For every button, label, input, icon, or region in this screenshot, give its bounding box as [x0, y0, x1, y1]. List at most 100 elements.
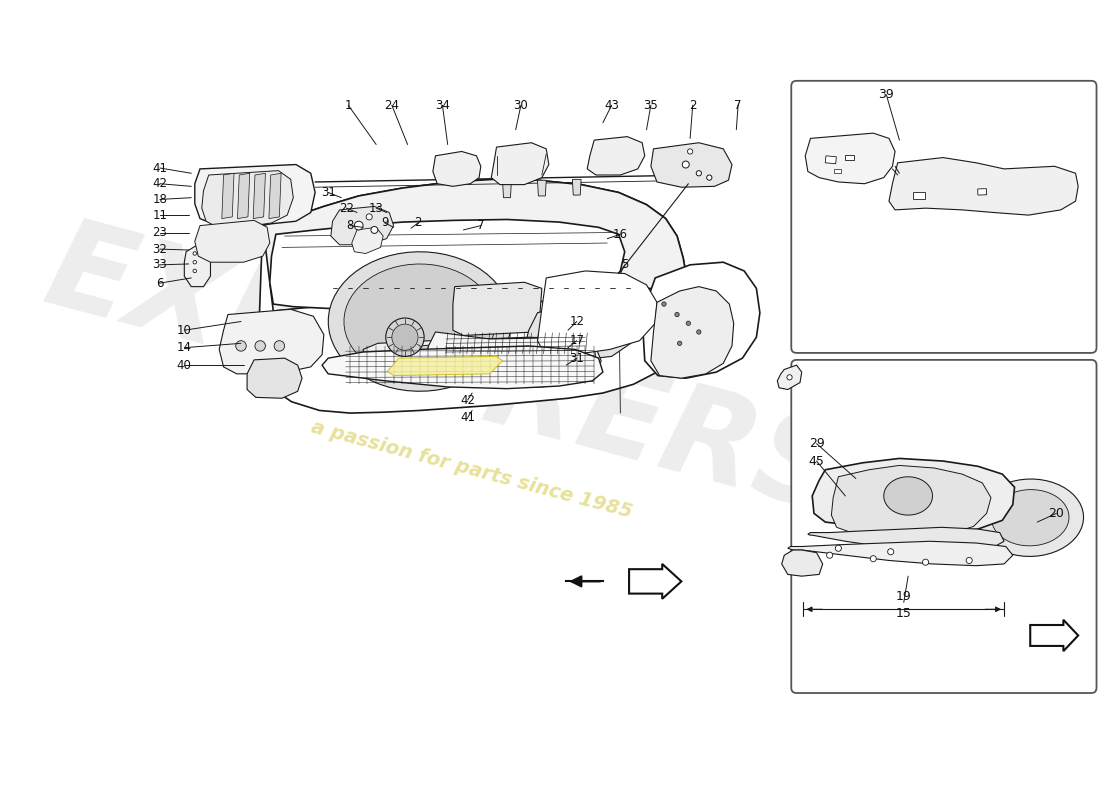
Text: 16: 16 [613, 228, 628, 241]
Text: 7: 7 [735, 98, 741, 112]
Polygon shape [195, 165, 315, 226]
Bar [913, 191, 925, 199]
Text: 24: 24 [384, 98, 399, 112]
Circle shape [675, 312, 679, 317]
Circle shape [835, 546, 842, 551]
Text: 15: 15 [895, 607, 912, 620]
Text: 39: 39 [879, 88, 894, 102]
Bar [846, 155, 854, 160]
Polygon shape [185, 242, 210, 286]
Text: 29: 29 [808, 437, 824, 450]
FancyBboxPatch shape [791, 81, 1097, 353]
Polygon shape [322, 346, 603, 389]
Text: 11: 11 [153, 209, 167, 222]
Circle shape [706, 175, 712, 180]
Text: 41: 41 [460, 411, 475, 424]
Polygon shape [651, 286, 734, 378]
Polygon shape [807, 527, 1004, 552]
Text: 18: 18 [153, 193, 167, 206]
Text: a passion for parts since 1985: a passion for parts since 1985 [309, 418, 635, 522]
Circle shape [888, 549, 894, 554]
Polygon shape [788, 542, 1013, 566]
Circle shape [923, 559, 928, 566]
Text: 22: 22 [339, 202, 354, 214]
Polygon shape [344, 264, 496, 379]
Polygon shape [222, 174, 234, 218]
Polygon shape [492, 142, 549, 185]
Polygon shape [651, 142, 732, 187]
Circle shape [192, 252, 197, 255]
Text: 32: 32 [153, 242, 167, 256]
Text: 2: 2 [415, 217, 421, 230]
Polygon shape [201, 170, 294, 227]
Circle shape [688, 149, 693, 154]
Circle shape [696, 330, 701, 334]
Text: 40: 40 [177, 358, 191, 372]
Circle shape [366, 214, 372, 220]
Text: 5: 5 [621, 258, 628, 271]
Bar [978, 189, 987, 195]
Polygon shape [991, 490, 1069, 546]
Polygon shape [328, 252, 512, 391]
Polygon shape [453, 282, 542, 335]
Text: 19: 19 [895, 590, 912, 602]
Bar [825, 156, 836, 164]
Text: 7: 7 [477, 219, 485, 232]
Text: 20: 20 [1048, 507, 1065, 520]
Circle shape [354, 222, 363, 230]
Polygon shape [587, 137, 645, 175]
Circle shape [192, 269, 197, 273]
Polygon shape [425, 332, 596, 378]
Circle shape [662, 302, 667, 306]
Text: 23: 23 [153, 226, 167, 239]
Text: 33: 33 [153, 258, 167, 271]
Polygon shape [1031, 620, 1078, 651]
Polygon shape [778, 365, 802, 390]
Text: 34: 34 [434, 98, 450, 112]
Polygon shape [883, 477, 933, 515]
Polygon shape [195, 220, 270, 262]
Text: 42: 42 [460, 394, 475, 406]
Text: 42: 42 [153, 178, 167, 190]
Polygon shape [253, 174, 265, 218]
Polygon shape [805, 133, 895, 184]
Polygon shape [977, 479, 1084, 557]
Polygon shape [248, 358, 302, 398]
Text: 14: 14 [177, 341, 191, 354]
Circle shape [255, 341, 265, 351]
Polygon shape [629, 564, 681, 599]
Polygon shape [832, 466, 991, 538]
Circle shape [274, 341, 285, 351]
Text: 35: 35 [644, 98, 658, 112]
Circle shape [682, 161, 690, 168]
Polygon shape [782, 550, 823, 576]
Text: EXPLORERS: EXPLORERS [33, 209, 859, 538]
Polygon shape [812, 458, 1014, 533]
Circle shape [371, 226, 378, 234]
Text: 43: 43 [604, 98, 619, 112]
Polygon shape [538, 271, 657, 354]
Circle shape [192, 261, 197, 264]
Polygon shape [644, 262, 760, 378]
Circle shape [392, 324, 418, 350]
Text: 17: 17 [569, 334, 584, 347]
Circle shape [966, 558, 972, 563]
Polygon shape [270, 219, 625, 309]
Circle shape [870, 556, 877, 562]
Polygon shape [238, 174, 250, 218]
Circle shape [786, 374, 792, 380]
Polygon shape [503, 182, 512, 198]
Polygon shape [572, 179, 581, 195]
Circle shape [696, 170, 702, 176]
Polygon shape [268, 174, 282, 218]
Text: 13: 13 [368, 202, 384, 214]
Polygon shape [263, 179, 689, 311]
Bar [834, 169, 842, 174]
Circle shape [678, 341, 682, 346]
Text: 9: 9 [381, 217, 388, 230]
Polygon shape [258, 179, 689, 413]
Polygon shape [538, 180, 547, 196]
Text: 8: 8 [346, 219, 354, 232]
Polygon shape [219, 310, 323, 374]
Text: 31: 31 [321, 186, 336, 199]
